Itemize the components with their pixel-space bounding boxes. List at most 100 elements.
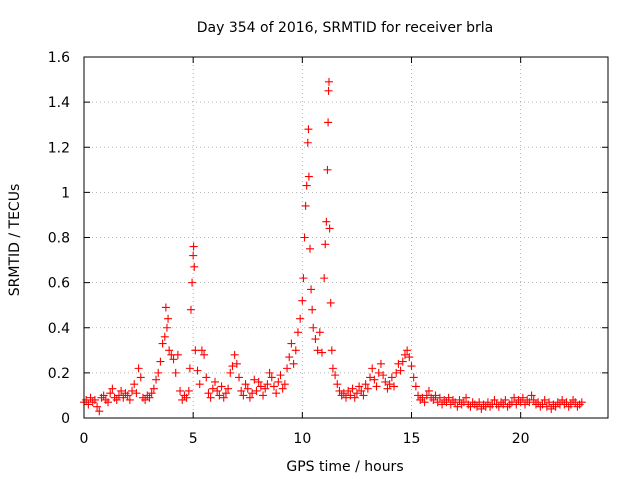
data-point bbox=[551, 402, 560, 411]
data-point bbox=[534, 398, 543, 407]
data-point bbox=[274, 377, 283, 386]
data-point bbox=[276, 371, 285, 380]
data-point bbox=[147, 389, 156, 398]
data-point bbox=[398, 357, 407, 366]
data-point bbox=[283, 364, 292, 373]
data-point bbox=[108, 384, 117, 393]
data-point bbox=[490, 395, 499, 404]
data-point bbox=[473, 402, 481, 411]
data-point bbox=[317, 348, 326, 357]
data-points bbox=[80, 77, 586, 416]
data-point bbox=[189, 242, 198, 251]
data-point bbox=[547, 404, 556, 413]
data-point bbox=[232, 359, 241, 368]
data-point bbox=[309, 323, 318, 332]
data-point bbox=[435, 393, 444, 402]
data-point bbox=[361, 380, 370, 389]
data-point bbox=[477, 404, 486, 413]
data-point bbox=[280, 380, 289, 389]
data-point bbox=[529, 395, 538, 404]
data-point bbox=[215, 391, 224, 400]
data-point bbox=[185, 364, 194, 373]
data-point bbox=[376, 359, 385, 368]
data-point bbox=[307, 285, 316, 294]
data-point bbox=[221, 389, 230, 398]
data-point bbox=[289, 359, 298, 368]
data-point bbox=[301, 201, 310, 210]
y-tick-label: 1.2 bbox=[48, 140, 70, 156]
data-point bbox=[195, 380, 204, 389]
data-point bbox=[429, 395, 438, 404]
data-point bbox=[117, 386, 126, 395]
data-point bbox=[206, 393, 215, 402]
data-point bbox=[304, 172, 313, 181]
data-point bbox=[112, 395, 121, 404]
data-point bbox=[141, 395, 150, 404]
data-point bbox=[104, 398, 113, 407]
data-point bbox=[285, 353, 294, 362]
data-point bbox=[540, 395, 549, 404]
data-point bbox=[311, 335, 320, 344]
data-point bbox=[265, 368, 274, 377]
data-point bbox=[438, 400, 447, 409]
data-point bbox=[296, 314, 305, 323]
data-point bbox=[245, 393, 254, 402]
data-point bbox=[327, 346, 336, 355]
data-point bbox=[324, 86, 333, 95]
data-point bbox=[331, 371, 340, 380]
data-point bbox=[160, 332, 169, 341]
data-point bbox=[368, 364, 377, 373]
data-point bbox=[374, 368, 383, 377]
data-point bbox=[123, 391, 132, 400]
data-point bbox=[344, 386, 353, 395]
data-point bbox=[510, 393, 519, 402]
data-point bbox=[224, 384, 233, 393]
data-point bbox=[188, 278, 197, 287]
y-tick-label: 1 bbox=[61, 185, 70, 201]
data-point bbox=[173, 350, 182, 359]
y-tick-label: 0.8 bbox=[48, 231, 70, 247]
data-point bbox=[558, 395, 567, 404]
data-point bbox=[237, 386, 246, 395]
data-point bbox=[202, 373, 211, 382]
data-point bbox=[303, 138, 312, 147]
data-point bbox=[252, 386, 261, 395]
data-point bbox=[278, 384, 287, 393]
data-point bbox=[219, 393, 228, 402]
data-point bbox=[494, 402, 503, 411]
data-point bbox=[320, 274, 329, 283]
data-point bbox=[385, 380, 394, 389]
data-point bbox=[156, 357, 165, 366]
data-point bbox=[162, 323, 171, 332]
data-point bbox=[208, 384, 217, 393]
data-point bbox=[211, 377, 219, 386]
data-point bbox=[200, 350, 209, 359]
x-tick-label: 5 bbox=[189, 431, 198, 447]
data-point bbox=[190, 262, 199, 271]
y-axis-title: SRMTID / TECUs bbox=[7, 184, 23, 297]
data-point bbox=[357, 386, 366, 395]
x-tick-labels: 0 5 10 15 20 bbox=[80, 431, 530, 447]
data-point bbox=[154, 368, 163, 377]
data-point bbox=[254, 377, 263, 386]
data-point bbox=[444, 393, 453, 402]
data-point bbox=[134, 364, 143, 373]
data-point bbox=[189, 251, 198, 260]
data-point bbox=[420, 398, 429, 407]
data-point bbox=[333, 380, 342, 389]
data-point bbox=[527, 391, 536, 400]
data-point bbox=[193, 366, 202, 375]
data-point bbox=[453, 402, 462, 411]
data-point bbox=[287, 339, 296, 348]
data-point bbox=[326, 298, 335, 307]
data-point bbox=[400, 350, 409, 359]
data-point bbox=[186, 305, 195, 314]
data-point bbox=[90, 395, 99, 404]
data-point bbox=[451, 398, 460, 407]
axis-ticks bbox=[83, 56, 608, 419]
y-tick-label: 0 bbox=[61, 411, 70, 427]
data-point bbox=[525, 398, 534, 407]
data-point bbox=[372, 382, 381, 391]
data-point bbox=[291, 346, 300, 355]
